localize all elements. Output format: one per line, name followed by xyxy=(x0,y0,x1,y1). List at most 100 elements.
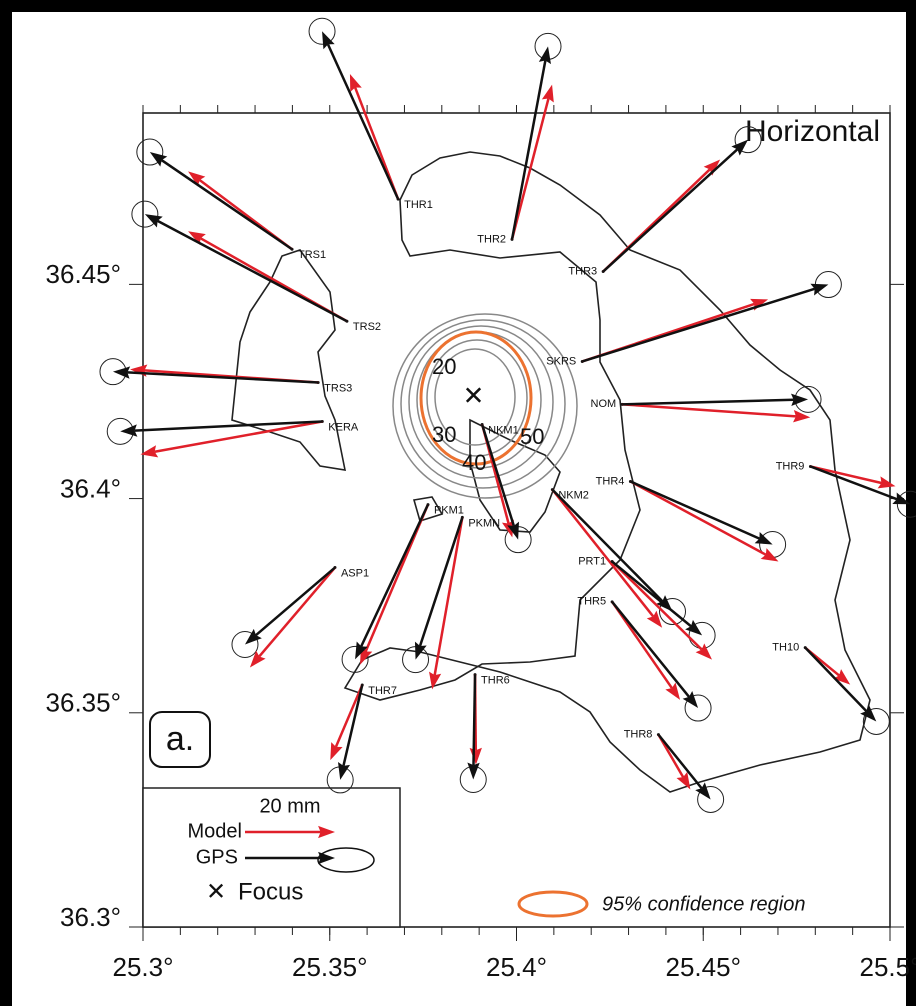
gps-vector-head xyxy=(892,492,911,505)
coastline xyxy=(231,151,871,793)
gps-vector-shaft xyxy=(629,480,760,540)
gps-vector-head xyxy=(414,641,427,660)
station-label: PRT1 xyxy=(578,555,606,567)
model-vector-head xyxy=(877,476,896,489)
error-ellipse xyxy=(136,138,164,166)
y-tick-label: 36.3° xyxy=(60,902,121,932)
x-tick-label: 25.5° xyxy=(859,952,916,982)
gps-vector-head xyxy=(322,31,335,50)
gps-vector-shaft xyxy=(418,517,464,647)
gps-vector-head xyxy=(467,762,480,780)
y-tick-label: 36.45° xyxy=(46,259,121,289)
model-vector-head xyxy=(541,84,554,103)
model-vector-head xyxy=(676,771,691,790)
gps-vector-shaft xyxy=(127,371,319,384)
model-vector xyxy=(510,84,554,240)
gps-vector-shaft xyxy=(581,287,816,363)
legend-gps-arrow xyxy=(245,851,335,865)
gps-vector-shaft xyxy=(255,566,336,637)
gps-vector-shaft xyxy=(602,148,739,273)
model-vector-head xyxy=(330,742,343,761)
gps-vector xyxy=(355,504,430,660)
confidence-legend xyxy=(517,890,589,918)
model-vector-head xyxy=(140,445,159,458)
contour xyxy=(392,313,578,499)
error-ellipse xyxy=(341,645,369,673)
gps-vector xyxy=(112,366,319,384)
model-vector-head xyxy=(695,643,713,660)
gps-vector xyxy=(144,214,348,323)
gps-vector-head xyxy=(149,152,168,167)
model-vector-head xyxy=(188,171,206,187)
model-vector xyxy=(611,601,681,700)
station-label: THR6 xyxy=(481,675,510,687)
model-vector-head xyxy=(646,610,663,628)
gps-vector xyxy=(510,46,551,240)
x-tick-label: 25.3° xyxy=(112,952,173,982)
therasia xyxy=(231,249,347,471)
model-vector xyxy=(611,560,713,660)
error-ellipse xyxy=(131,200,159,228)
model-vector-shaft xyxy=(611,601,673,689)
gps-vector-head xyxy=(355,641,368,660)
contour-label: 30 xyxy=(432,422,456,447)
gps-vector-head xyxy=(731,139,749,156)
model-vector-head xyxy=(793,410,811,423)
contour-label: 40 xyxy=(462,450,486,475)
error-ellipse xyxy=(697,785,725,813)
contour xyxy=(400,319,566,489)
contour xyxy=(408,325,554,479)
error-ellipse xyxy=(896,490,916,518)
gps-vector-head xyxy=(507,521,519,540)
gps-vector-head xyxy=(754,531,773,545)
station-label: KERA xyxy=(328,421,359,433)
model-vector-head xyxy=(249,650,266,668)
model-vector-head xyxy=(501,519,514,538)
gps-vector-shaft xyxy=(510,60,547,240)
error-ellipse xyxy=(734,126,762,154)
gps-vector-shaft xyxy=(810,465,898,501)
title: Horizontal xyxy=(745,115,880,148)
x-tick-label: 25.45° xyxy=(666,952,741,982)
station-label: THR1 xyxy=(404,199,433,211)
model-vector xyxy=(330,684,364,761)
model-vector xyxy=(429,517,464,690)
error-ellipse xyxy=(684,694,712,722)
station-label: THR7 xyxy=(368,685,397,697)
contour-label: 20 xyxy=(432,354,456,379)
gps-vector xyxy=(657,733,711,800)
panel-label: a. xyxy=(166,720,194,758)
contour xyxy=(426,339,528,457)
thera xyxy=(343,151,871,793)
station-label: NKM2 xyxy=(558,489,589,501)
gps-vector xyxy=(467,674,480,780)
gps-vector xyxy=(611,560,703,636)
gps-vector-head xyxy=(338,762,351,780)
model-vector xyxy=(140,420,323,458)
legend: 20 mm Model GPS ✕ Focus xyxy=(142,787,401,928)
legend-scale: 20 mm xyxy=(259,795,320,817)
gps-vector-shaft xyxy=(611,560,692,628)
gps-vector-shaft xyxy=(657,733,703,790)
station-label: PKMN xyxy=(468,517,500,529)
model-vector-head xyxy=(833,669,851,685)
model-vector-shaft xyxy=(334,684,364,748)
legend-gps-arrow-head xyxy=(318,851,335,865)
station-label: TH10 xyxy=(772,642,799,654)
gps-vector-head xyxy=(112,366,131,379)
contours xyxy=(392,313,578,499)
model-vector-shaft xyxy=(551,488,655,618)
station-label: THR2 xyxy=(477,233,506,245)
gps-vector xyxy=(120,420,323,437)
gps-vector xyxy=(581,283,829,363)
station-label: THR9 xyxy=(776,460,805,472)
contour xyxy=(434,348,516,446)
model-vector-head xyxy=(760,548,779,562)
station-label: TRS1 xyxy=(298,249,326,261)
model-vector xyxy=(629,480,779,562)
x-tick-label: 25.4° xyxy=(486,952,547,982)
y-tick-label: 36.4° xyxy=(60,473,121,503)
gps-vector-head xyxy=(144,214,163,228)
